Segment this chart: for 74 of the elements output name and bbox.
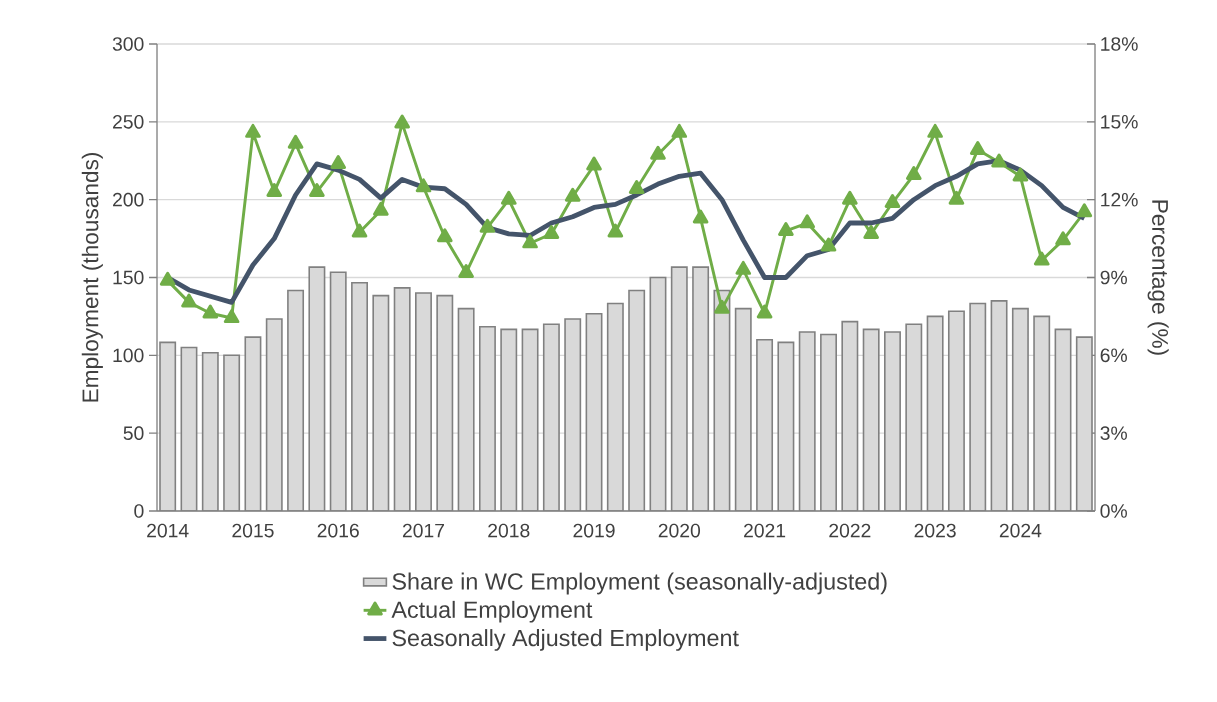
point: [820, 237, 837, 252]
point: [927, 123, 943, 138]
point: [415, 178, 432, 193]
point: [607, 223, 624, 238]
y2-tick-label: 15%: [1101, 115, 1138, 129]
point: [1012, 167, 1029, 182]
point: [309, 183, 325, 198]
point: [223, 309, 240, 324]
point: [1033, 251, 1050, 266]
y2-axis-title: Percentage (%): [1147, 200, 1169, 355]
point: [948, 190, 965, 205]
point: [458, 264, 474, 278]
point: [671, 123, 688, 138]
x-tick-label: 2021: [744, 523, 786, 538]
y-tick-label: 50: [123, 426, 144, 440]
x-tick-label: 2020: [658, 523, 701, 538]
point: [991, 153, 1007, 168]
point: [799, 214, 816, 229]
y2-tick-label: 9%: [1100, 270, 1127, 285]
point: [500, 190, 517, 205]
legend-label: Share in WC Employment (seasonally-adjusted): [392, 572, 887, 595]
point: [735, 260, 752, 275]
point: [714, 299, 730, 314]
x-tick-label: 2014: [147, 523, 189, 538]
point: [479, 218, 496, 233]
y2-tick-label: 0%: [1100, 504, 1127, 518]
point: [202, 304, 219, 319]
point: [969, 141, 986, 155]
point: [778, 221, 794, 236]
y-tick-label: 250: [113, 114, 144, 129]
y-tick-label: 0: [134, 504, 144, 518]
x-tick-label: 2015: [232, 523, 274, 538]
point: [266, 183, 283, 198]
point: [159, 271, 176, 286]
y-axis-title: Employment (thousands): [81, 152, 103, 402]
point: [586, 156, 602, 171]
legend-label: Actual Employment: [391, 600, 593, 623]
point: [351, 223, 368, 238]
point: [863, 225, 879, 240]
point: [245, 123, 261, 138]
x-tick-label: 2023: [914, 523, 956, 538]
x-tick-label: 2019: [573, 523, 615, 538]
y-tick-label: 200: [113, 192, 144, 207]
x-tick-label: 2017: [402, 523, 445, 538]
x-tick-label: 2018: [488, 523, 530, 538]
point: [1055, 231, 1071, 246]
y-tick-label: 150: [113, 270, 144, 285]
point: [181, 293, 197, 308]
point: [287, 134, 304, 149]
point: [543, 225, 560, 240]
point: [330, 155, 347, 169]
y2-tick-label: 3%: [1100, 426, 1127, 440]
point: [650, 145, 666, 160]
legend-label: Seasonally Adjusted Employment: [392, 629, 739, 651]
point: [522, 234, 538, 249]
x-tick-label: 2016: [317, 523, 359, 538]
point: [842, 190, 858, 205]
point: [628, 179, 645, 194]
point: [373, 201, 389, 216]
y2-tick-label: 18%: [1101, 37, 1138, 51]
point: [436, 228, 453, 243]
point: [756, 304, 773, 319]
point: [1076, 203, 1093, 218]
y2-tick-label: 12%: [1101, 192, 1138, 207]
point: [394, 114, 410, 129]
x-tick-label: 2024: [999, 523, 1042, 538]
y-tick-label: 100: [113, 348, 144, 363]
y-tick-label: 300: [112, 37, 144, 51]
point: [564, 187, 581, 202]
y2-tick-label: 6%: [1100, 348, 1127, 363]
point: [884, 193, 901, 208]
x-tick-label: 2022: [829, 523, 871, 538]
point: [692, 209, 709, 224]
point: [905, 165, 922, 180]
